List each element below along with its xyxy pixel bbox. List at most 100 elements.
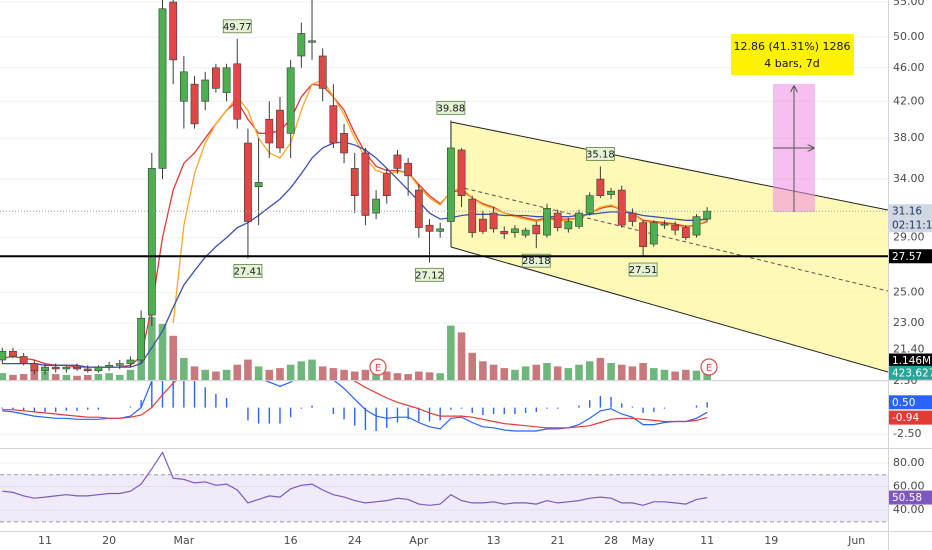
volume-bar — [703, 372, 711, 380]
x-tick-label: 20 — [102, 534, 116, 547]
candle-body — [564, 221, 573, 230]
pivot-label-box — [628, 262, 658, 277]
volume-bar — [318, 366, 327, 380]
candle-body — [532, 224, 541, 235]
y-tick-label: 29.00 — [893, 231, 925, 244]
volume-bar — [51, 374, 60, 380]
channel-upper — [450, 121, 888, 211]
y-tick-label: 42.00 — [893, 94, 925, 107]
x-tick-label: 28 — [604, 534, 618, 547]
y-tick-label: 40.00 — [893, 503, 925, 516]
candle-body — [41, 366, 49, 372]
candle-body — [137, 317, 146, 361]
candle-body — [543, 208, 551, 236]
x-tick-label: Jun — [847, 534, 865, 547]
candle-body — [446, 147, 455, 222]
candle-body — [457, 149, 466, 196]
volume-bar — [415, 371, 423, 380]
volume-bar — [404, 374, 412, 380]
volume-bar — [19, 374, 28, 380]
earnings-marker[interactable] — [369, 358, 387, 376]
y-tick-label: 50.00 — [893, 30, 925, 43]
candle-body — [361, 152, 370, 216]
volume-bar — [222, 369, 231, 380]
volume-bar — [94, 374, 103, 380]
macd-pane — [1, 381, 708, 432]
pivot-label-box — [415, 267, 444, 282]
volume-bar — [532, 364, 541, 380]
volume-bar — [158, 323, 167, 380]
candle-body — [703, 210, 712, 220]
volume-bar — [457, 332, 466, 380]
projection-detail: 4 bars, 7d — [764, 57, 819, 70]
candle-body — [51, 366, 60, 370]
candle-body — [265, 118, 274, 144]
candle-body — [425, 224, 434, 232]
volume-bar — [649, 368, 658, 380]
volume-bar — [329, 368, 338, 380]
candle-body — [607, 190, 615, 195]
candle-body — [222, 67, 231, 93]
volume-bar — [233, 364, 242, 380]
candle-body — [329, 105, 338, 144]
volume-bar — [500, 368, 509, 380]
macd-histogram-badge-box — [889, 395, 932, 410]
y-tick-label: 60.00 — [893, 479, 925, 492]
volume-bar — [126, 369, 135, 380]
volume-last-badge: 423.627K — [892, 367, 932, 379]
rsi-pane — [0, 451, 888, 523]
annotations: 12.86 (41.31%) 1286 4 bars, 7d E E 49.77… — [0, 19, 888, 376]
x-tick-label: 21 — [551, 534, 565, 547]
candle-body — [489, 212, 498, 230]
volume-bar — [115, 374, 124, 380]
pivot-label: 27.41 — [234, 266, 263, 277]
x-tick-label: Apr — [409, 534, 429, 547]
channel-fill — [451, 122, 888, 372]
candle-body — [297, 33, 306, 57]
volume-last-badge-box — [889, 365, 932, 380]
pivot-label: 49.77 — [223, 22, 252, 33]
y-tick-label: 55.00 — [893, 0, 925, 8]
candle-body — [83, 368, 92, 372]
channel-median — [450, 184, 888, 292]
volume-bar — [297, 361, 306, 380]
last-price-badge: 31.16 — [892, 206, 922, 218]
macd-badge-box — [889, 410, 932, 425]
countdown-badge-box — [889, 218, 932, 233]
volume-bar — [468, 352, 477, 380]
y-tick-label: 80.00 — [893, 456, 925, 469]
candle-body — [617, 189, 626, 226]
candle-body — [575, 212, 583, 227]
volume-bar — [660, 369, 669, 380]
volume-bar — [265, 369, 274, 380]
pivot-label-box — [233, 264, 263, 278]
volume-bar — [425, 372, 434, 380]
volume-bar — [382, 371, 391, 380]
candle-body — [179, 71, 188, 102]
level-badge: 27.57 — [892, 251, 922, 263]
rsi-band — [0, 474, 888, 522]
candle-body — [372, 198, 380, 214]
volume-bar — [201, 369, 210, 380]
volume-bar — [692, 370, 701, 380]
candle-body — [511, 228, 519, 233]
volume-bar — [553, 366, 562, 380]
x-tick-label: 11 — [38, 534, 52, 547]
candle-body — [169, 1, 178, 61]
rsi-badge: 50.58 — [892, 492, 922, 504]
y-tick-label: 38.00 — [893, 131, 925, 144]
macd-line — [2, 381, 708, 429]
candle-body — [692, 216, 701, 236]
candle-body — [73, 366, 81, 370]
earnings-marker[interactable] — [700, 358, 718, 376]
volume-bar — [350, 371, 359, 380]
candle-body — [660, 223, 669, 226]
volume-bar — [340, 369, 348, 380]
volume-bar — [393, 373, 402, 380]
candle-body — [382, 173, 391, 196]
candle-body — [19, 356, 28, 364]
candle-body — [553, 212, 562, 228]
volume-bar — [62, 374, 71, 380]
channel-lower — [450, 246, 888, 373]
